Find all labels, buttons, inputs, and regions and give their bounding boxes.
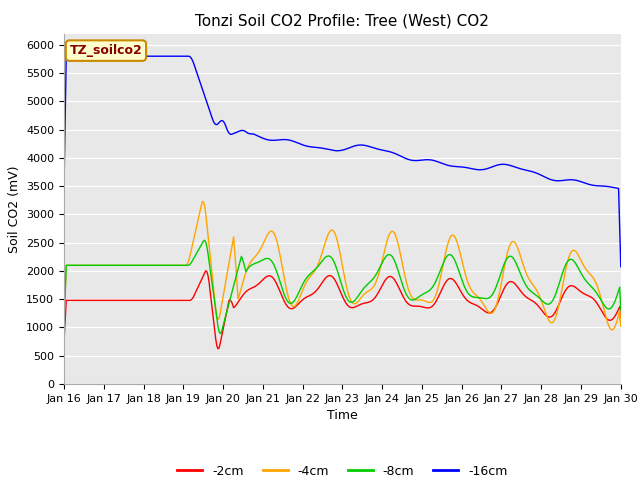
- Legend: -2cm, -4cm, -8cm, -16cm: -2cm, -4cm, -8cm, -16cm: [172, 460, 513, 480]
- Text: TZ_soilco2: TZ_soilco2: [70, 44, 142, 57]
- Title: Tonzi Soil CO2 Profile: Tree (West) CO2: Tonzi Soil CO2 Profile: Tree (West) CO2: [195, 13, 490, 28]
- X-axis label: Time: Time: [327, 409, 358, 422]
- Y-axis label: Soil CO2 (mV): Soil CO2 (mV): [8, 165, 20, 252]
